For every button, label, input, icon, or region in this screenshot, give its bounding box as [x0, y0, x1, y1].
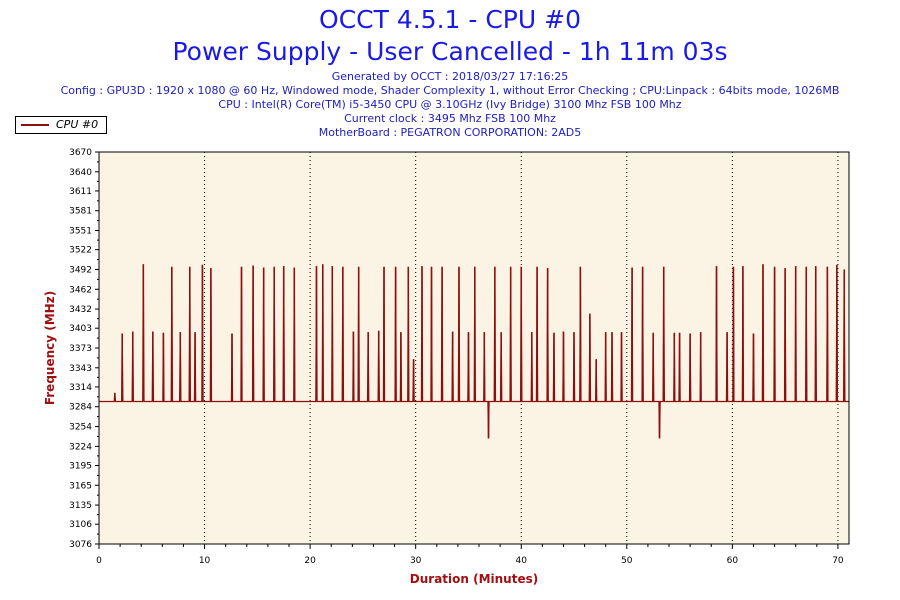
y-tick-label: 3314: [69, 383, 92, 393]
x-tick-label: 10: [199, 556, 211, 566]
x-tick-label: 40: [516, 556, 528, 566]
y-tick-label: 3640: [69, 168, 92, 178]
y-axis-title: Frequency (MHz): [43, 291, 57, 405]
y-tick-label: 3195: [69, 461, 92, 471]
y-tick-label: 3492: [69, 265, 92, 275]
y-tick-label: 3224: [69, 442, 92, 452]
info-config: Config : GPU3D : 1920 x 1080 @ 60 Hz, Wi…: [60, 84, 840, 97]
y-tick-label: 3284: [69, 403, 92, 413]
y-tick-label: 3403: [69, 324, 92, 334]
x-axis-title: Duration (Minutes): [410, 572, 538, 586]
y-axis: 3076 3106 3135 3165 3195 3224 3254 3284 3314 3343…: [69, 148, 99, 550]
x-axis: 0 10 20 30 40 50 60 70: [96, 544, 844, 566]
y-tick-label: 3343: [69, 364, 92, 374]
series-cpu0: [99, 264, 849, 439]
legend-label: CPU #0: [56, 118, 99, 131]
info-motherboard: MotherBoard : PEGATRON CORPORATION: 2AD5: [318, 126, 582, 139]
y-tick-label: 3076: [69, 540, 92, 550]
x-tick-label: 70: [832, 556, 844, 566]
x-tick-label: 30: [410, 556, 422, 566]
info-current-clock: Current clock : 3495 Mhz FSB 100 Mhz: [344, 112, 556, 125]
x-tick-label: 50: [621, 556, 633, 566]
y-tick-label: 3432: [69, 305, 92, 315]
x-tick-label: 60: [727, 556, 739, 566]
y-tick-label: 3551: [69, 227, 92, 237]
legend: CPU #0: [15, 116, 107, 134]
x-tick-label: 0: [96, 556, 102, 566]
y-tick-label: 3611: [69, 187, 92, 197]
y-tick-label: 3522: [69, 246, 92, 256]
chart-title: OCCT 4.5.1 - CPU #0: [319, 5, 581, 34]
x-tick-label: 20: [304, 556, 316, 566]
info-cpu: CPU : Intel(R) Core(TM) i5-3450 CPU @ 3.…: [218, 98, 682, 111]
y-tick-label: 3106: [69, 520, 92, 530]
y-tick-label: 3581: [69, 207, 92, 217]
y-tick-label: 3670: [69, 148, 92, 158]
info-generated: Generated by OCCT : 2018/03/27 17:16:25: [331, 70, 569, 83]
y-tick-label: 3462: [69, 285, 92, 295]
chart-subtitle: Power Supply - User Cancelled - 1h 11m 0…: [172, 37, 728, 66]
legend-swatch: [21, 124, 49, 126]
y-tick-label: 3165: [69, 481, 92, 491]
y-tick-label: 3373: [69, 344, 92, 354]
y-tick-label: 3135: [69, 501, 92, 511]
y-tick-label: 3254: [69, 423, 92, 433]
